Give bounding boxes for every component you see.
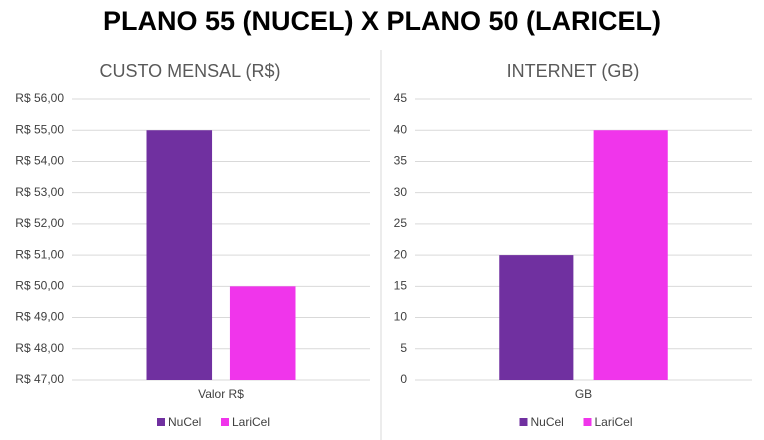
y-tick-label: 10 xyxy=(394,310,408,324)
page-title: PLANO 55 (NUCEL) X PLANO 50 (LARICEL) xyxy=(103,6,661,36)
y-tick-label: 15 xyxy=(394,279,408,293)
bar xyxy=(593,130,668,380)
legend-label: LariCel xyxy=(232,415,270,429)
legend-label: LariCel xyxy=(595,415,633,429)
legend-swatch xyxy=(519,418,528,426)
y-tick-label: R$ 52,00 xyxy=(15,216,64,230)
y-tick-label: 5 xyxy=(400,341,407,355)
y-tick-label: R$ 50,00 xyxy=(15,279,64,293)
legend-swatch xyxy=(583,418,592,426)
chart-title: CUSTO MENSAL (R$) xyxy=(99,61,280,81)
bar xyxy=(499,255,574,380)
y-tick-label: 0 xyxy=(400,372,407,386)
legend-label: NuCel xyxy=(531,415,564,429)
y-tick-label: R$ 56,00 xyxy=(15,91,64,105)
y-tick-label: R$ 48,00 xyxy=(15,341,64,355)
legend-swatch xyxy=(221,418,229,426)
y-tick-label: R$ 51,00 xyxy=(15,247,64,261)
y-tick-label: 35 xyxy=(394,154,408,168)
y-tick-label: R$ 54,00 xyxy=(15,154,64,168)
x-tick-label: Valor R$ xyxy=(198,387,244,401)
x-tick-label: GB xyxy=(575,387,592,401)
y-tick-label: 40 xyxy=(394,122,408,136)
y-tick-label: R$ 53,00 xyxy=(15,185,64,199)
y-tick-label: 30 xyxy=(394,185,408,199)
y-tick-label: R$ 49,00 xyxy=(15,310,64,324)
chart-title: INTERNET (GB) xyxy=(507,61,640,81)
bar xyxy=(229,286,296,380)
y-tick-label: R$ 55,00 xyxy=(15,122,64,136)
y-tick-label: 25 xyxy=(394,216,408,230)
legend-label: NuCel xyxy=(168,415,201,429)
y-tick-label: 20 xyxy=(394,247,408,261)
bar xyxy=(146,130,213,380)
y-tick-label: R$ 47,00 xyxy=(15,372,64,386)
y-tick-label: 45 xyxy=(394,91,408,105)
legend-swatch xyxy=(157,418,165,426)
